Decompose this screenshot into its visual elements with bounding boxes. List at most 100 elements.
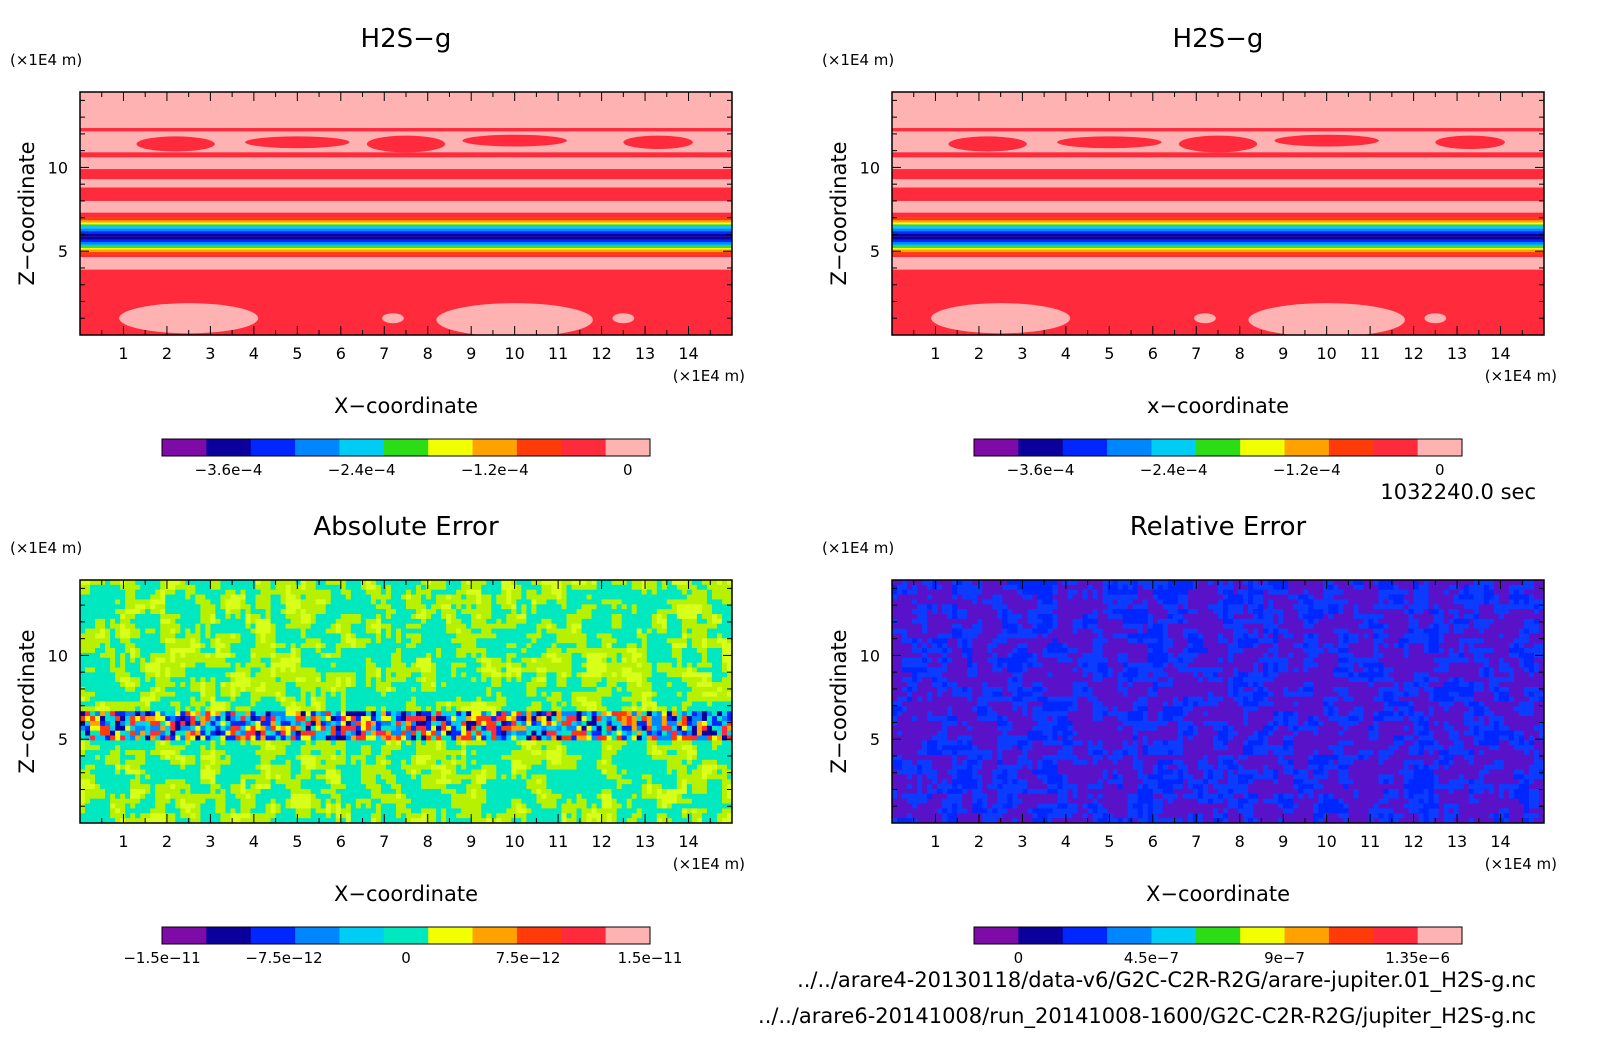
- field-cell: [506, 652, 512, 659]
- field-cell: [225, 745, 232, 751]
- field-cell: [591, 662, 598, 669]
- field-cell: [621, 720, 628, 727]
- field-cell: [441, 706, 447, 712]
- field-cell: [666, 720, 673, 727]
- field-cell: [716, 672, 723, 678]
- field-cell: [561, 750, 568, 756]
- field-cell: [596, 667, 603, 673]
- field-cell: [626, 672, 633, 678]
- field-cell: [105, 609, 111, 615]
- field-cell: [431, 638, 437, 644]
- field-cell: [596, 686, 603, 693]
- field-cell: [661, 730, 668, 737]
- field-cell: [596, 682, 603, 688]
- field-cell: [681, 720, 688, 727]
- field-band-3: [892, 249, 1544, 253]
- field-cell: [531, 677, 537, 683]
- field-cell: [476, 652, 482, 659]
- colorbar-swatch: [162, 439, 207, 456]
- field-cell: [671, 657, 678, 664]
- field-cell: [180, 667, 186, 673]
- field-cell: [385, 677, 392, 683]
- field-cell: [310, 740, 317, 746]
- field-cell: [200, 628, 206, 635]
- field-cell: [556, 614, 563, 620]
- field-cell: [651, 609, 658, 615]
- field-cell: [380, 614, 387, 620]
- field-cell: [370, 628, 377, 635]
- field-cell: [305, 750, 312, 756]
- field-cell: [165, 716, 171, 722]
- field-cell: [345, 750, 352, 756]
- field-cell: [305, 580, 312, 586]
- field-cell: [390, 618, 397, 625]
- field-cell: [521, 745, 527, 751]
- field-cell: [115, 648, 121, 654]
- field-cell: [556, 638, 563, 644]
- field-cell: [501, 735, 507, 741]
- field-cell: [456, 740, 462, 746]
- field-cell: [656, 711, 663, 717]
- field-cell: [676, 667, 683, 673]
- field-cell: [375, 609, 382, 615]
- field-cell: [355, 638, 362, 644]
- field-cell: [255, 682, 262, 688]
- field-cell: [526, 667, 532, 673]
- field-cell: [320, 614, 327, 620]
- field-cell: [370, 589, 377, 596]
- field-cell: [661, 643, 668, 649]
- field-cell: [541, 594, 548, 601]
- field-cell: [230, 667, 237, 673]
- field-cell: [255, 740, 262, 746]
- field-cell: [100, 604, 106, 610]
- field-cell: [556, 628, 563, 635]
- field-cell: [150, 599, 156, 605]
- field-cell: [481, 584, 487, 591]
- field-cell: [581, 667, 588, 673]
- field-cell: [596, 614, 603, 620]
- field-cell: [551, 633, 558, 639]
- field-cell: [571, 648, 578, 654]
- field-cell: [250, 701, 257, 707]
- field-cell: [95, 740, 101, 746]
- field-cell: [656, 696, 663, 703]
- field-cell: [95, 725, 101, 732]
- field-cell: [285, 735, 292, 741]
- field-cell: [641, 657, 648, 664]
- field-cell: [486, 643, 492, 649]
- field-cell: [295, 750, 302, 756]
- field-cell: [375, 667, 382, 673]
- field-cell: [441, 594, 447, 601]
- field-cell: [431, 720, 437, 727]
- field-cell: [696, 623, 703, 630]
- field-cell: [706, 682, 713, 688]
- field-cell: [335, 628, 342, 635]
- field-cell: [175, 706, 181, 712]
- field-cell: [220, 662, 227, 669]
- field-cell: [436, 686, 442, 693]
- field-cell: [335, 667, 342, 673]
- field-cell: [135, 628, 141, 635]
- field-cell: [616, 633, 623, 639]
- field-cell: [325, 686, 332, 693]
- field-cell: [461, 662, 467, 669]
- field-cell: [130, 730, 136, 737]
- field-cell: [616, 720, 623, 727]
- field-cell: [626, 614, 633, 620]
- field-cell: [265, 609, 272, 615]
- field-cell: [461, 750, 467, 756]
- field-cell: [340, 686, 347, 693]
- field-cell: [591, 691, 598, 698]
- field-cell: [165, 609, 171, 615]
- field-cell: [195, 638, 201, 644]
- colorbar-swatch: [974, 439, 1019, 456]
- field-cell: [125, 740, 131, 746]
- field-cell: [626, 599, 633, 605]
- field-cell: [686, 618, 693, 625]
- field-cell: [175, 580, 181, 586]
- field-cell: [726, 580, 732, 586]
- field-cell: [225, 716, 232, 722]
- field-cell: [566, 735, 573, 741]
- field-cell: [671, 652, 678, 659]
- field-cell: [521, 682, 527, 688]
